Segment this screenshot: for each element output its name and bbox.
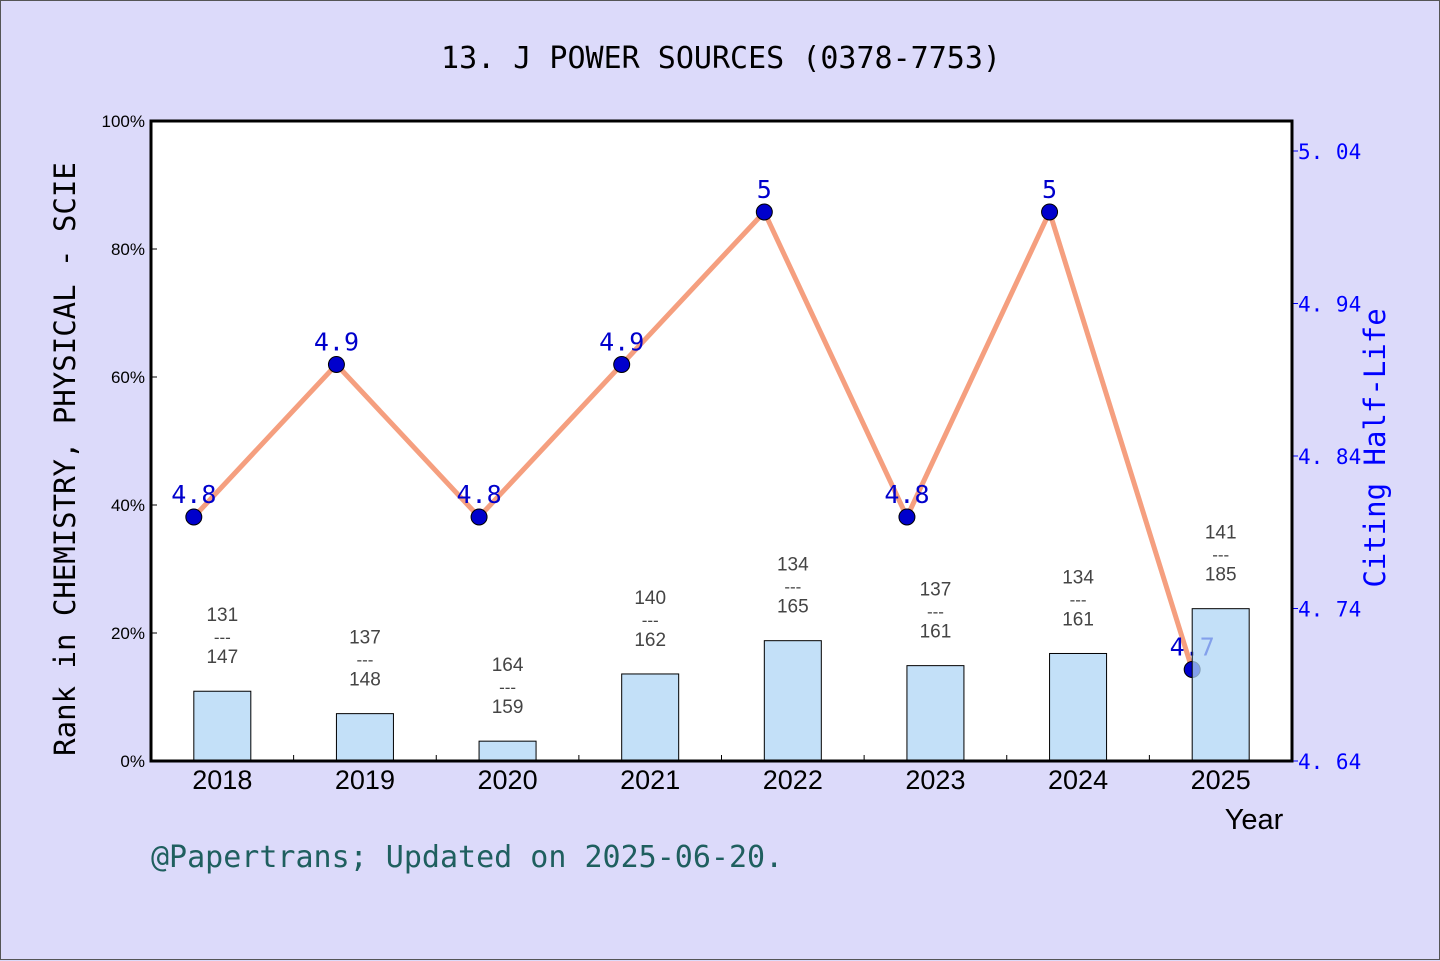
bar-rank-label: 164 [492,655,524,676]
half-life-line [191,205,1195,671]
bar-total-label: 147 [206,647,238,668]
rank-bar [763,640,822,762]
bar-rank-label: 141 [1205,523,1237,544]
rank-bar [193,690,252,762]
rank-bar [906,665,965,762]
half-life-label: 4.9 [599,328,644,357]
bar-total-label: 165 [777,597,809,618]
x-tick-label: 2018 [192,765,252,795]
y2-tick-label: 4. 74 [1298,598,1361,622]
x-tick-label: 2019 [335,765,395,795]
half-life-label: 4.9 [314,328,359,357]
half-life-point [470,508,488,526]
y2-tick-label: 4. 64 [1298,750,1361,774]
rank-bar [1049,652,1108,762]
bar-separator: --- [784,578,801,597]
half-life-point [755,203,773,221]
half-life-point [898,508,916,526]
y-tick-label: 100% [102,112,145,131]
x-tick-label: 2021 [620,765,680,795]
bar-total-label: 159 [492,697,524,718]
footer-note: @Papertrans; Updated on 2025-06-20. [151,840,783,875]
bar-separator: --- [1070,590,1087,609]
rank-bar [621,673,680,762]
x-tick-label: 2025 [1191,765,1251,795]
bar-rank-label: 134 [1062,567,1094,588]
x-tick-label: 2024 [1048,765,1108,795]
half-life-point [613,356,631,373]
y2-axis-label: Citing Half-Life [1358,308,1392,587]
half-life-label: 4.8 [456,480,501,509]
x-axis-label: Year [1225,804,1284,836]
y-tick-label: 80% [111,240,145,259]
bar-total-label: 148 [349,670,381,691]
bar-rank-label: 140 [634,588,666,609]
bar-total-label: 185 [1205,565,1237,586]
rank-bar [1191,608,1250,762]
bar-total-label: 162 [634,630,666,651]
y2-tick-label: 5. 04 [1298,140,1361,164]
bar-total-label: 161 [1062,609,1094,630]
half-life-label: 4.8 [171,480,216,509]
x-tick-label: 2020 [478,765,538,795]
y-tick-label: 60% [111,368,145,387]
bar-total-label: 161 [920,622,952,643]
chart-title: 13. J POWER SOURCES (0378-7753) [441,41,1001,76]
half-life-label: 5 [757,175,772,204]
bar-separator: --- [214,628,231,647]
bar-separator: --- [642,611,659,630]
bar-rank-label: 134 [777,555,809,576]
bar-separator: --- [927,603,944,622]
plot-frame [149,119,1294,763]
bar-rank-label: 137 [920,580,952,601]
x-tick-label: 2023 [905,765,965,795]
y2-tick-label: 4. 94 [1298,293,1361,317]
half-life-point [185,508,203,526]
y-tick-label: 40% [111,496,145,515]
rank-bar [478,740,537,762]
half-life-label: 5 [1042,175,1057,204]
y-tick-label: 0% [120,752,145,771]
bar-rank-label: 131 [206,605,238,626]
y2-tick-label: 4. 84 [1298,445,1361,469]
bar-separator: --- [356,651,373,670]
bar-separator: --- [499,678,516,697]
half-life-point [1041,203,1059,221]
y-tick-label: 20% [111,624,145,643]
y-axis-label: Rank in CHEMISTRY, PHYSICAL - SCIE [48,162,82,756]
rank-bar [335,713,394,762]
bar-separator: --- [1212,546,1229,565]
half-life-label: 4.8 [884,480,929,509]
x-tick-label: 2022 [763,765,823,795]
half-life-point [327,356,345,373]
bar-rank-label: 137 [349,628,381,649]
